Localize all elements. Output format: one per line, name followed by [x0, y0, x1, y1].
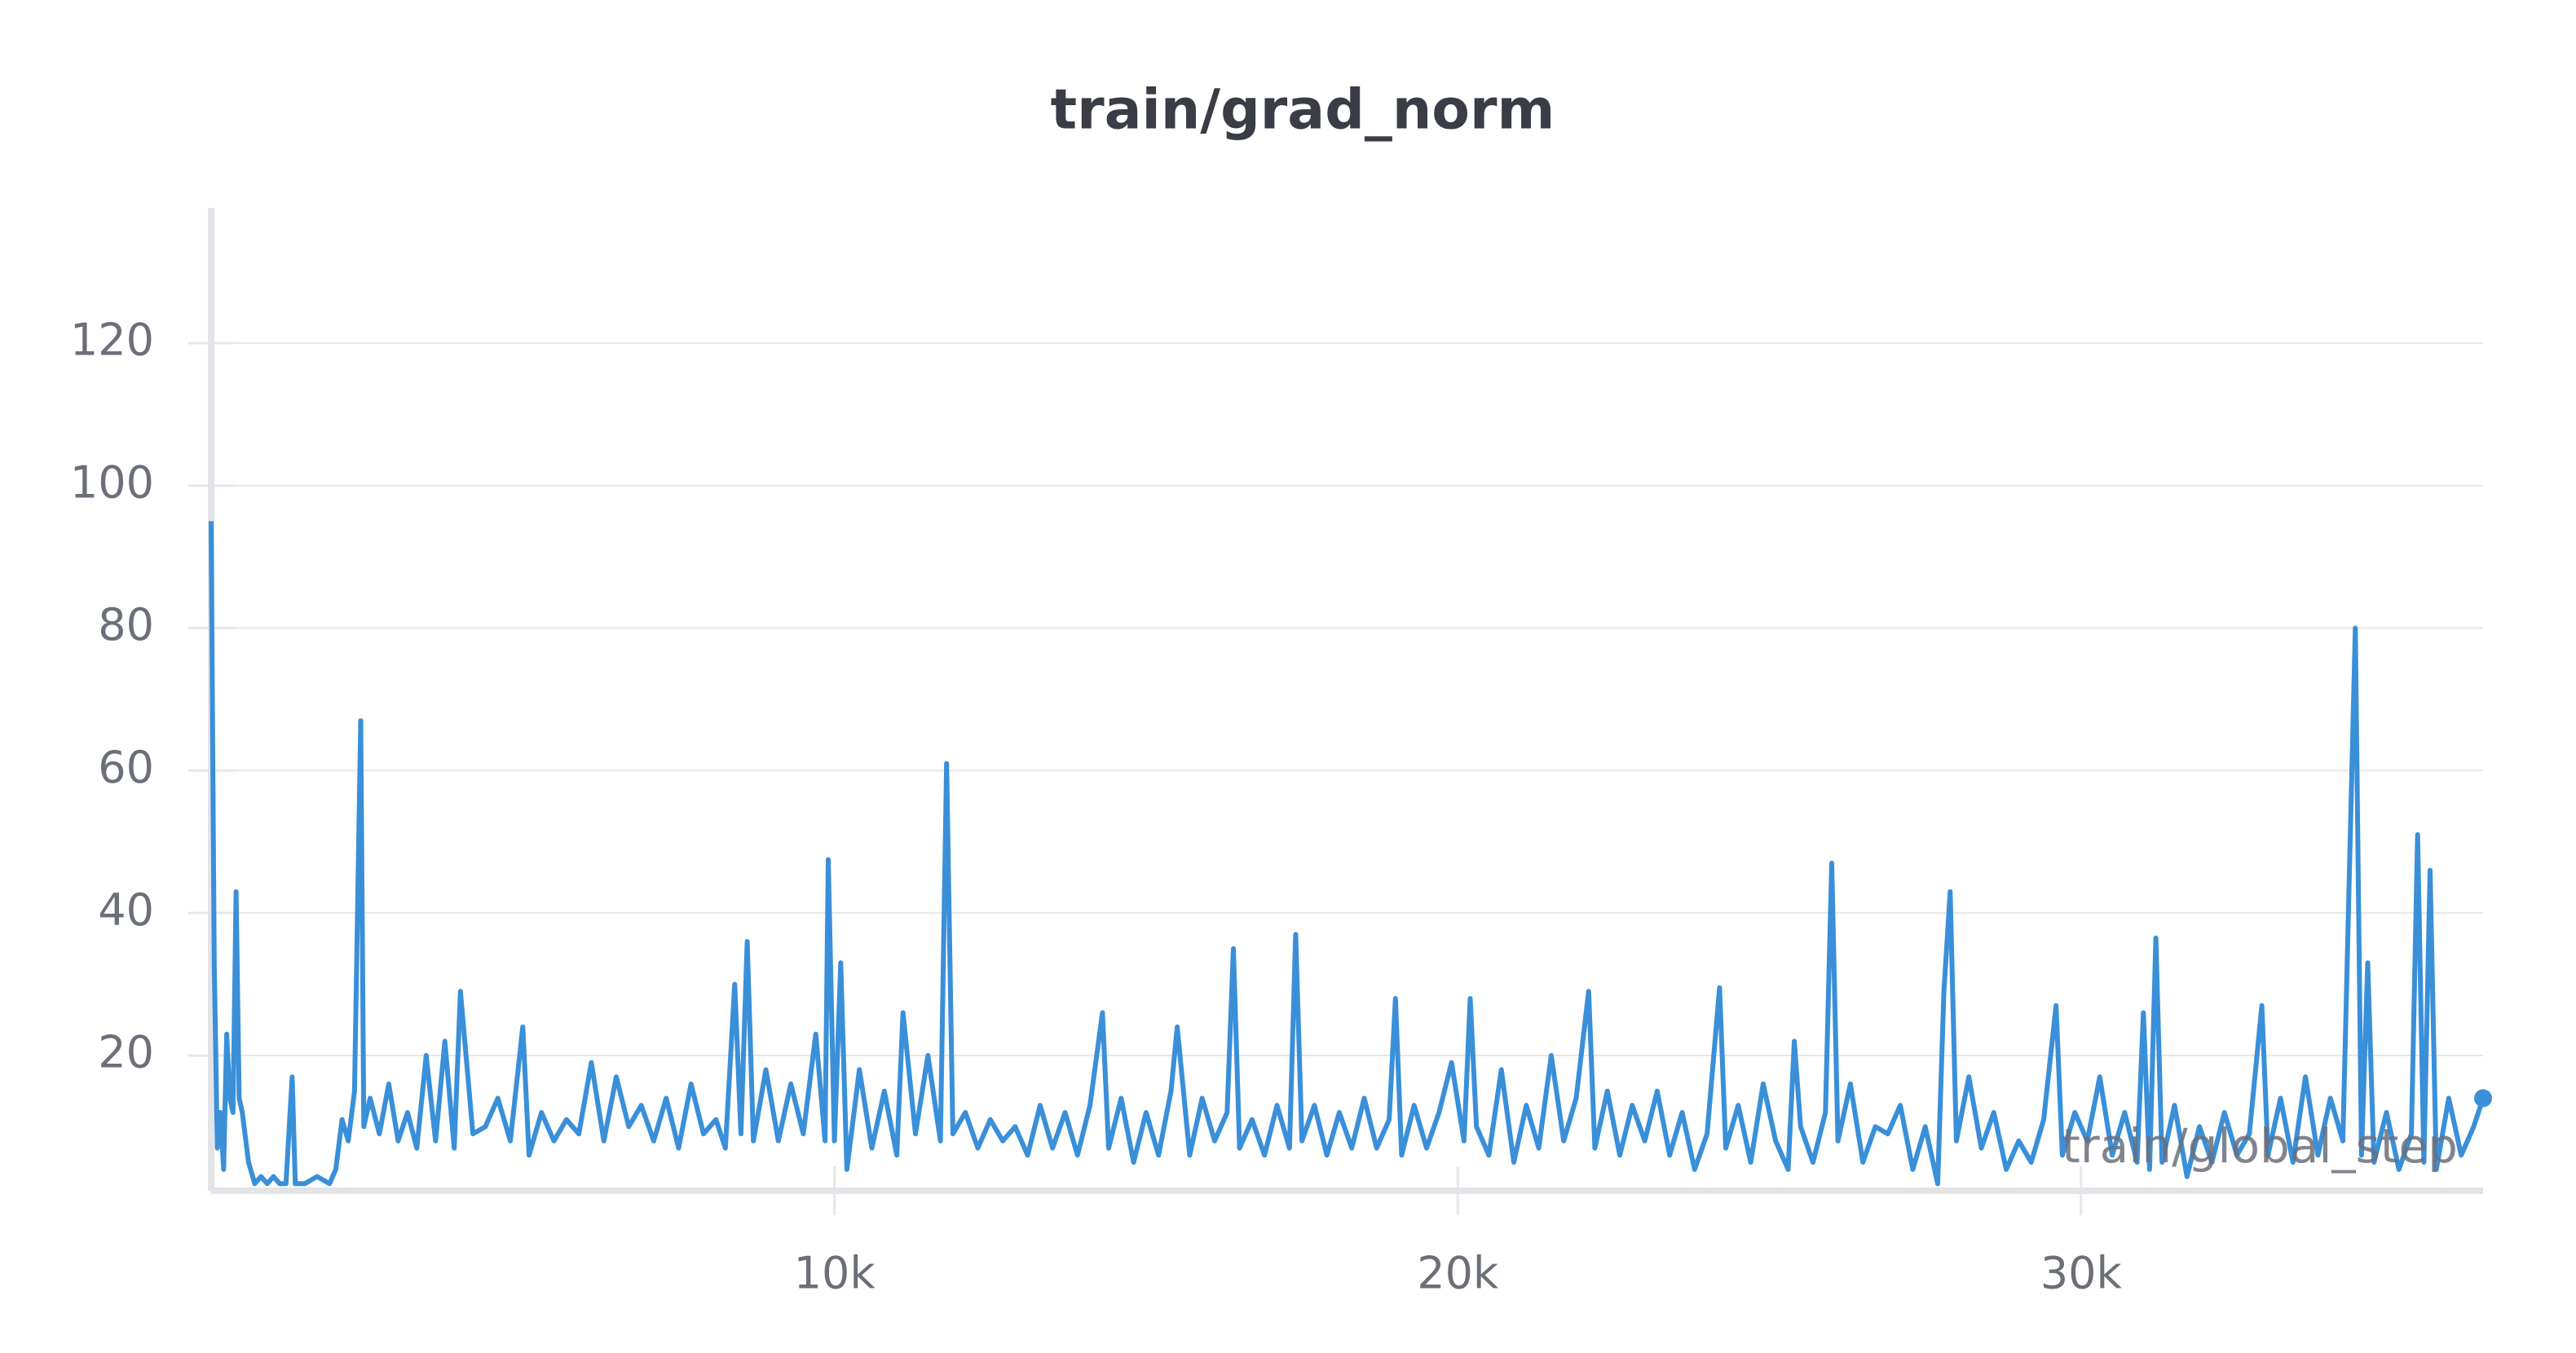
x-tick-label: 30k — [2040, 1248, 2123, 1299]
y-tick-label: 80 — [98, 599, 154, 650]
y-tick-label: 60 — [98, 742, 154, 793]
y-tick-label: 120 — [70, 315, 154, 366]
x-tick-label: 20k — [1417, 1248, 1499, 1299]
y-tick-label: 100 — [70, 456, 154, 508]
x-tick-label: 10k — [794, 1248, 876, 1299]
y-tick-label: 20 — [98, 1027, 154, 1078]
y-tick-label: 40 — [98, 884, 154, 936]
x-axis-label: train/global_step — [2062, 1118, 2458, 1174]
line-series — [209, 521, 2486, 1187]
end-point — [2474, 1089, 2492, 1108]
chart-title: train/grad_norm — [1051, 78, 1555, 143]
